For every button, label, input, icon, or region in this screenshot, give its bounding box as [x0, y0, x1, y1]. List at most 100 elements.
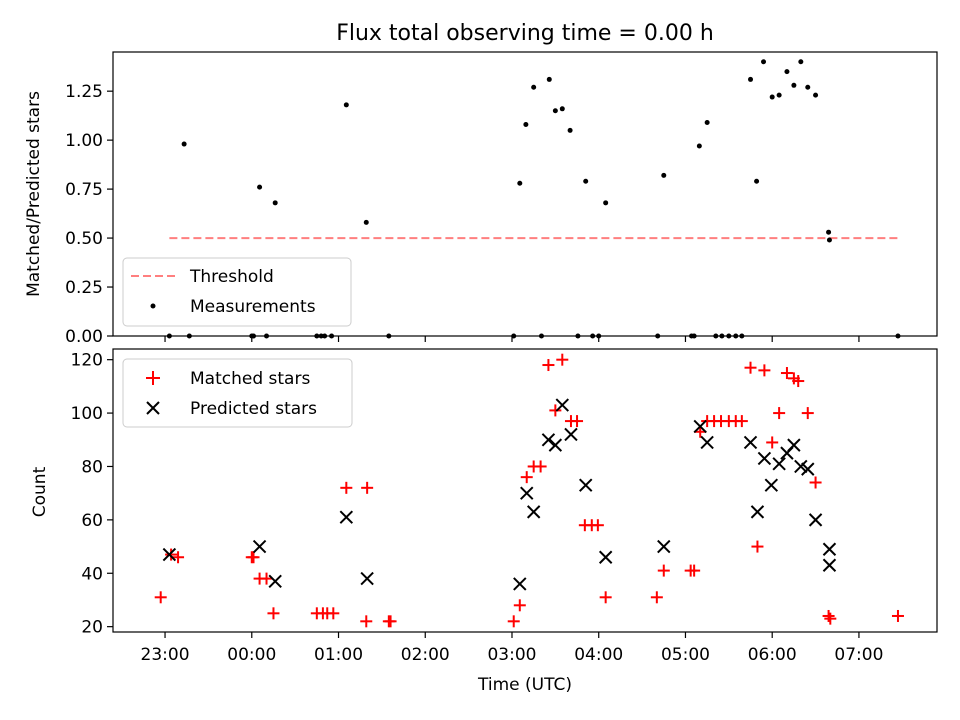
predicted-star-point [657, 539, 671, 554]
matched-star-point [327, 607, 340, 620]
predicted-star-point [513, 577, 527, 591]
ratio-y-tick-label: 0.25 [65, 278, 103, 298]
x-axis-label: Time (UTC) [477, 675, 572, 695]
ratio-plot-area [166, 59, 901, 339]
measurement-point [523, 121, 529, 127]
measurement-point [363, 219, 369, 225]
count-y-tick-label: 40 [81, 564, 103, 584]
count-x-axis: 23:00 00:00 01:00 02:00 03:00 04:00 05:00 06:00… [141, 632, 883, 665]
measurement-point [661, 172, 667, 178]
predicted-star-point-stroke [787, 438, 801, 452]
predicted-star-point-stroke [526, 505, 541, 519]
measurement-point [531, 84, 537, 90]
predicted-star-point-stroke [520, 486, 534, 500]
matched-star-point [758, 364, 771, 377]
predicted-star-point-stroke [339, 510, 354, 524]
predicted-star-point-stroke [764, 478, 779, 492]
matched-star-point [361, 481, 374, 494]
predicted-star-point [268, 574, 282, 588]
measurement-point [257, 184, 263, 190]
matched-star-point [780, 367, 793, 380]
matched-star-point [599, 591, 612, 604]
ratio-legend-box [122, 257, 352, 327]
predicted-star-point [598, 550, 613, 564]
ratio-y-tick-label: 1.25 [65, 82, 103, 102]
ratio-y-tick-label: 0.75 [65, 180, 103, 200]
matched-star-point [657, 564, 670, 577]
count-y-tick-label: 20 [81, 618, 103, 638]
predicted-star-point-stroke [743, 435, 758, 450]
measurement-point [181, 141, 187, 147]
predicted-star-point-stroke [564, 427, 578, 442]
count-y-axis: 20 40 60 80 100 120 [71, 351, 113, 638]
measurement-point [583, 178, 589, 184]
predicted-star-point-stroke [750, 505, 765, 519]
measurement-point [272, 200, 278, 206]
measurement-point [546, 76, 552, 82]
measurement-point [754, 178, 760, 184]
count-y-tick-label: 100 [71, 404, 103, 424]
predicted-star-point-stroke [700, 435, 714, 450]
ratio-panel: Flux total observing time = 0.00 h Match… [24, 21, 938, 347]
predicted-legend-label: Predicted stars [190, 399, 317, 419]
predicted-star-point-stroke [555, 398, 570, 412]
ratio-legend: Threshold Measurements [122, 257, 352, 327]
matched-star-point [534, 460, 547, 473]
measurements-legend-label: Measurements [190, 297, 316, 317]
count-plot-area [154, 353, 904, 628]
predicted-star-point [787, 438, 801, 452]
measurement-point [603, 200, 609, 206]
predicted-star-point [822, 558, 837, 572]
matched-star-point [650, 591, 663, 604]
measurement-point [748, 76, 754, 82]
count-x-tick-label: 07:00 [834, 645, 883, 665]
ratio-x-axis [164, 336, 860, 342]
matched-star-point [513, 599, 526, 612]
predicted-star-point [548, 438, 563, 452]
predicted-star-point [772, 457, 786, 471]
predicted-star-point-stroke [822, 558, 837, 572]
predicted-star-point-stroke [598, 550, 613, 564]
ratio-y-axis: 0.00 0.25 0.50 0.75 1.00 1.25 [65, 82, 113, 347]
matched-star-point [507, 615, 520, 628]
count-x-tick-label: 05:00 [661, 645, 710, 665]
count-x-tick-label: 00:00 [227, 645, 276, 665]
matched-star-point [340, 481, 353, 494]
count-y-tick-label: 60 [81, 511, 103, 531]
ratio-y-tick-label: 0.50 [65, 229, 103, 249]
matched-star-point [556, 353, 569, 366]
measurement-point [784, 69, 790, 75]
predicted-star-point [764, 478, 779, 492]
measurement-point [552, 108, 558, 114]
measurement-point [769, 94, 775, 100]
count-y-axis-label: Count [30, 466, 50, 517]
predicted-star-point-stroke [772, 457, 786, 471]
predicted-star-point [339, 510, 354, 524]
count-panel: Count Time (UTC) 20 40 60 80 100 120 23:00 00:… [30, 348, 938, 695]
predicted-star-point-stroke [268, 574, 282, 588]
predicted-star-point [360, 571, 374, 586]
predicted-star-point-stroke [162, 547, 177, 562]
matched-star-point [520, 471, 533, 484]
matched-star-point [571, 415, 584, 428]
count-legend-box [122, 358, 353, 428]
matched-star-point [549, 404, 562, 417]
predicted-star-point [579, 478, 593, 492]
matched-star-point [260, 572, 273, 585]
ratio-y-tick-label: 1.00 [65, 131, 103, 151]
matched-star-point [773, 407, 786, 420]
measurement-point [813, 92, 819, 98]
predicted-star-point-stroke [822, 542, 837, 556]
predicted-star-point [743, 435, 758, 450]
predicted-star-point-stroke [808, 513, 823, 527]
predicted-star-point [564, 427, 578, 442]
matched-star-point [735, 415, 748, 428]
predicted-star-point-stroke [541, 433, 556, 447]
measurement-point [826, 237, 832, 243]
count-x-tick-label: 03:00 [487, 645, 536, 665]
predicted-star-point-stroke [801, 462, 815, 476]
matched-legend-swatch [146, 371, 160, 385]
chart-title: Flux total observing time = 0.00 h [336, 21, 714, 46]
predicted-star-point-stroke [794, 459, 808, 474]
